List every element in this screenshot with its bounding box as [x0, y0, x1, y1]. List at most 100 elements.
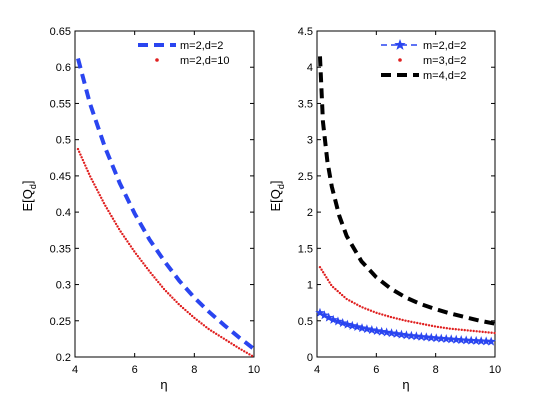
- data-point: [91, 180, 95, 184]
- y-tick-label: 4: [307, 62, 313, 74]
- data-point: [396, 329, 407, 339]
- data-point: [169, 294, 172, 297]
- legend-label: m=3,d=2: [423, 55, 466, 67]
- data-point: [207, 327, 210, 331]
- data-point: [345, 297, 348, 301]
- data-point: [173, 298, 176, 301]
- data-point: [404, 319, 407, 322]
- data-point: [98, 193, 102, 197]
- data-point: [177, 302, 180, 306]
- data-point: [436, 325, 440, 329]
- data-point: [431, 333, 442, 343]
- series-2: [76, 147, 254, 358]
- series-line: [317, 56, 496, 326]
- y-tick-label: 1.5: [298, 243, 313, 255]
- y-tick-label: 0.4: [56, 207, 71, 219]
- data-point: [119, 230, 122, 233]
- data-point: [407, 320, 410, 323]
- data-point: [347, 320, 358, 330]
- data-point: [94, 185, 97, 189]
- data-point: [245, 351, 248, 355]
- data-point: [124, 237, 127, 241]
- data-point: [86, 169, 89, 173]
- data-point: [227, 340, 231, 344]
- data-point: [386, 315, 390, 318]
- data-point: [84, 164, 87, 167]
- data-point: [78, 150, 81, 154]
- y-axis-label: E[Qd]: [268, 180, 286, 211]
- data-point: [398, 318, 401, 321]
- data-point: [108, 212, 112, 215]
- y-tick-label: 0.65: [50, 26, 71, 38]
- data-point: [97, 191, 100, 194]
- data-point: [104, 204, 107, 207]
- data-point: [95, 188, 99, 192]
- data-point: [484, 330, 487, 334]
- data-point: [466, 335, 476, 345]
- data-point: [76, 147, 80, 151]
- data-point: [184, 308, 187, 312]
- plot-area: [316, 30, 496, 358]
- data-point: [160, 285, 164, 288]
- data-point: [348, 299, 351, 302]
- data-point: [82, 161, 86, 164]
- x-tick-label: 10: [489, 364, 501, 376]
- series-layer: [76, 58, 256, 358]
- legend-item: m=3,d=2: [398, 55, 466, 67]
- data-point: [121, 232, 124, 236]
- legend: m=2,d=2 m=3,d=2 m=4,d=2: [381, 39, 466, 82]
- data-point: [315, 307, 325, 317]
- data-point: [356, 303, 359, 306]
- data-point: [100, 196, 103, 200]
- data-point: [442, 326, 446, 329]
- y-tick-label: 0.6: [56, 62, 71, 74]
- data-point: [421, 332, 432, 342]
- data-point: [143, 264, 147, 267]
- data-point: [105, 207, 109, 210]
- data-point: [127, 242, 131, 246]
- data-point: [319, 310, 330, 320]
- legend-label: m=2,d=10: [180, 55, 230, 67]
- data-point: [333, 316, 343, 326]
- y-tick-label: 0.35: [50, 243, 71, 255]
- data-point: [395, 317, 398, 320]
- data-point: [334, 287, 337, 291]
- data-point: [140, 259, 143, 263]
- data-point: [237, 347, 241, 350]
- legend-item: m=2,d=2: [138, 40, 223, 52]
- data-point: [433, 325, 437, 328]
- data-point: [328, 281, 331, 284]
- series-3: [317, 56, 496, 326]
- data-point: [87, 172, 91, 175]
- legend-item: m=2,d=10: [155, 55, 230, 67]
- data-point: [157, 280, 160, 284]
- data-point: [175, 300, 178, 304]
- x-axis-ticks: 4 6 8 10: [314, 31, 501, 376]
- data-point: [155, 278, 158, 281]
- data-point: [134, 252, 138, 255]
- data-point: [381, 327, 392, 337]
- data-point: [320, 268, 323, 271]
- data-point: [318, 265, 322, 269]
- data-point: [133, 250, 136, 253]
- data-point: [476, 336, 486, 346]
- data-point: [493, 331, 496, 335]
- y-tick-label: 0: [307, 352, 313, 364]
- data-point: [181, 306, 185, 310]
- y-tick-label: 1: [307, 280, 313, 292]
- data-point: [445, 327, 449, 330]
- chart-right: 0 0.5 1 1.5 2 2.5 3 3.5 4 4.5 4 6 8 10 η E[Qd] m=2,d…: [268, 26, 501, 392]
- data-point: [122, 235, 126, 238]
- data-point: [357, 323, 367, 333]
- legend-marker: [398, 58, 402, 62]
- data-point: [179, 304, 183, 308]
- data-point: [111, 217, 115, 220]
- y-axis-label: E[Qd]: [20, 180, 38, 211]
- data-point: [158, 283, 162, 286]
- legend-marker: [155, 58, 159, 62]
- y-tick-label: 0.5: [56, 135, 71, 147]
- data-point: [200, 322, 203, 325]
- data-point: [406, 330, 417, 340]
- data-point: [358, 304, 362, 308]
